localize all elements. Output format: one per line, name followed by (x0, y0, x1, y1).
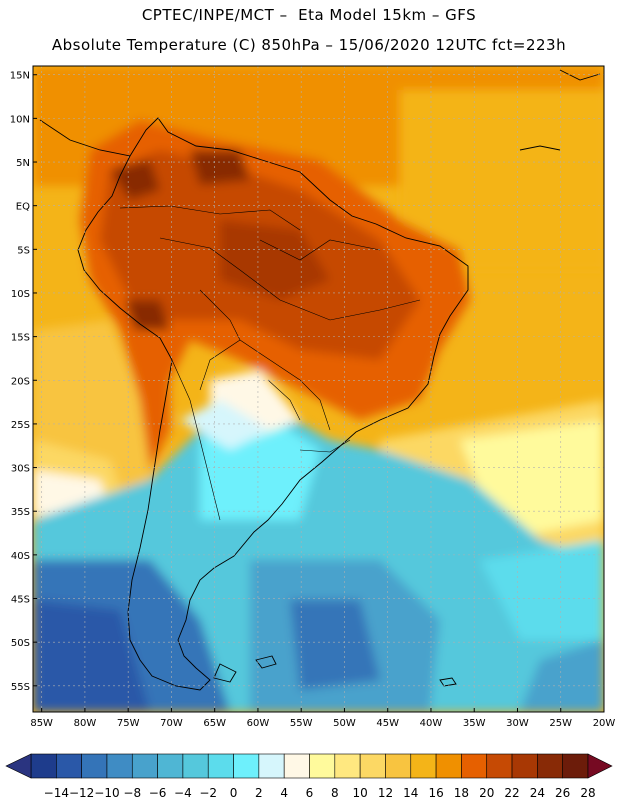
lat-label: 15N (10, 71, 30, 82)
lat-label: 40S (11, 551, 30, 562)
lat-label: 45S (11, 595, 30, 606)
colorbar-label: 10 (352, 786, 367, 800)
colorbar-label: −2 (199, 786, 217, 800)
lon-label: 85W (30, 718, 53, 729)
colorbar-label: 14 (403, 786, 418, 800)
colorbar-high-arrow (587, 753, 613, 779)
lon-label: 75W (117, 718, 140, 729)
colorbar-label: 0 (230, 786, 238, 800)
colorbar-swatch (56, 753, 82, 779)
lon-label: 20W (593, 718, 616, 729)
colorbar-swatch (106, 753, 133, 779)
chart-title-line2: Absolute Temperature (C) 850hPa – 15/06/… (51, 36, 567, 54)
colorbar-low-arrow (5, 753, 32, 779)
lat-label: 20S (11, 376, 30, 387)
colorbar-label: 22 (504, 786, 519, 800)
lat-label: 5N (16, 158, 30, 169)
colorbar-label: 2 (255, 786, 263, 800)
colorbar-swatch (435, 753, 462, 779)
colorbar-label: 8 (331, 786, 339, 800)
colorbar-label: 16 (428, 786, 443, 800)
colorbar-swatch (334, 753, 361, 779)
lat-label: 55S (11, 682, 30, 693)
lat-label: 35S (11, 507, 30, 518)
colorbar-swatch (233, 753, 260, 779)
colorbar-swatch (30, 753, 57, 779)
colorbar-label: −10 (94, 786, 119, 800)
colorbar-label: −4 (174, 786, 192, 800)
colorbar-label: 6 (306, 786, 314, 800)
colorbar-label: 20 (479, 786, 494, 800)
lat-lon-grid (33, 66, 605, 712)
lat-label: 50S (11, 638, 30, 649)
lon-label: 65W (203, 718, 226, 729)
lon-label: 80W (74, 718, 97, 729)
lat-label: 30S (11, 464, 30, 475)
colorbar-label: −12 (69, 786, 94, 800)
colorbar-swatch (461, 753, 488, 779)
lon-label: 30W (506, 718, 529, 729)
colorbar-label: 26 (555, 786, 570, 800)
colorbar-label: −8 (123, 786, 141, 800)
colorbar-swatch (385, 753, 412, 779)
lat-label: 5S (17, 245, 30, 256)
colorbar-swatch (258, 753, 285, 779)
colorbar-swatch (157, 753, 184, 779)
colorbar-label: −14 (44, 786, 69, 800)
lat-label: 15S (11, 333, 30, 344)
lat-label: 10S (11, 289, 30, 300)
colorbar-swatch (486, 753, 513, 779)
longitude-labels: 85W 80W 75W 70W 65W 60W 55W 50W 45W 40W 35W 30W 25W 2… (30, 708, 615, 729)
colorbar-label: −6 (149, 786, 167, 800)
lon-label: 60W (247, 718, 270, 729)
colorbar-swatch (511, 753, 538, 779)
colorbar-label: 28 (580, 786, 595, 800)
colorbar-swatch (283, 753, 310, 779)
colorbar-swatch (207, 753, 234, 779)
lat-label: EQ (16, 202, 30, 213)
colorbar-label: 24 (530, 786, 545, 800)
colorbar-swatch (131, 753, 158, 779)
lon-label: 50W (333, 718, 356, 729)
coastline (39, 69, 601, 691)
latitude-labels: 15N 10N 5N EQ 5S 10S 15S 20S 25S 30S 35S 40S 45S 50S 5… (10, 71, 37, 693)
colorbar-labels: −14 −12 −10 −8 −6 −4 −2 0 2 4 6 8 10 12 14 16 18 20 22 24 26… (44, 786, 596, 800)
lat-label: 10N (10, 114, 30, 125)
colorbar-swatch (81, 753, 108, 779)
colorbar-swatch (309, 753, 336, 779)
map-frame (32, 65, 605, 713)
colorbar-swatch (537, 753, 563, 779)
colorbar-swatch (410, 753, 437, 779)
colorbar-swatch (562, 753, 589, 779)
lon-label: 35W (463, 718, 486, 729)
colorbar-label: 18 (454, 786, 469, 800)
colorbar-swatch (182, 753, 209, 779)
lat-label: 25S (11, 420, 30, 431)
colorbar-label: 4 (280, 786, 288, 800)
colorbar-label: 12 (378, 786, 393, 800)
lon-label: 55W (290, 718, 313, 729)
lon-label: 70W (160, 718, 183, 729)
lon-label: 40W (420, 718, 443, 729)
lon-label: 45W (376, 718, 399, 729)
colorbar-swatch (359, 753, 386, 779)
chart-title-line1: CPTEC/INPE/MCT – Eta Model 15km – GFS (141, 6, 477, 24)
lon-label: 25W (549, 718, 572, 729)
